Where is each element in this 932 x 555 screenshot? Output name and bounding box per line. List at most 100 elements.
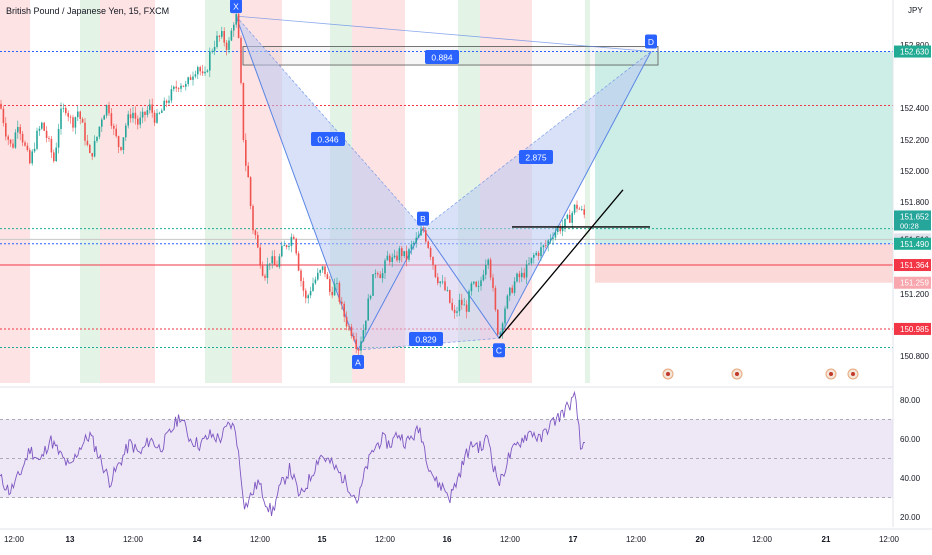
candle-body: [117, 136, 120, 148]
candle-body: [566, 214, 569, 219]
price-tag: 152.630: [900, 48, 929, 57]
candle-body: [557, 227, 559, 232]
pattern-overlay: X A B C D 0.346 0.884 2.875 0.829: [230, 0, 657, 370]
pattern-leg: [235, 15, 359, 351]
x-tick-label: 17: [569, 535, 578, 544]
harmonic-pattern: [235, 15, 652, 351]
candle-body: [146, 110, 149, 115]
candles: [0, 7, 585, 358]
candle-body: [98, 126, 101, 137]
candle-body: [317, 272, 319, 280]
candle-body: [384, 260, 386, 274]
session-band: [100, 0, 155, 383]
candle-body: [245, 139, 247, 166]
candle-body: [65, 107, 67, 114]
candle-body: [367, 298, 369, 321]
price-tag-bg: [894, 45, 931, 58]
candle-body: [24, 142, 26, 146]
candle-body: [302, 281, 305, 291]
candle-body: [266, 264, 269, 278]
event-flag-dot: [851, 372, 855, 376]
y-tick-label: 151.200: [900, 290, 929, 299]
candle-body: [297, 253, 300, 271]
candle-body: [389, 255, 391, 262]
candle-body: [477, 286, 480, 287]
candle-body: [156, 113, 158, 123]
candle-body: [19, 126, 21, 134]
candle-body: [185, 83, 187, 87]
candle-body: [319, 270, 321, 273]
x-tick-label: 12:00: [4, 535, 25, 544]
x-tick-label: 12:00: [375, 535, 396, 544]
candle-body: [139, 117, 141, 125]
candle-body: [254, 230, 257, 236]
candle-body: [230, 30, 233, 41]
ratio-badge-bg: [409, 332, 443, 346]
x-tick-label: 16: [443, 535, 452, 544]
ratio-badge: 2.875: [525, 153, 547, 163]
candle-body: [300, 270, 302, 282]
point-badge-a-bg: [352, 355, 364, 370]
candle-body: [408, 249, 410, 260]
candle-body: [108, 105, 110, 114]
rsi-pane: [0, 386, 932, 517]
candle-body: [559, 227, 561, 232]
candle-body: [26, 145, 29, 151]
price-tag-timer: 00:28: [900, 221, 919, 230]
candle-body: [473, 281, 475, 284]
candle-body: [158, 112, 161, 114]
candle-body: [326, 274, 329, 280]
candle-body: [475, 281, 477, 287]
candle-body: [530, 257, 533, 264]
price-tag-bg: [894, 276, 931, 289]
candle-body: [381, 273, 384, 279]
candle-body: [307, 295, 309, 299]
candle-body: [247, 165, 249, 178]
point-badge-c: C: [496, 346, 502, 356]
candle-body: [31, 151, 33, 164]
candle-body: [417, 235, 420, 238]
point-badge-b-bg: [417, 211, 429, 226]
pattern-ratio-line: [422, 51, 652, 229]
candle-body: [511, 287, 513, 293]
candle-body: [425, 230, 427, 242]
candle-body: [343, 303, 345, 317]
candle-body: [331, 291, 333, 296]
candle-body: [48, 138, 50, 139]
candle-body: [242, 82, 245, 140]
candle-body: [492, 277, 494, 288]
candle-body: [377, 273, 379, 275]
candle-body: [463, 304, 465, 306]
point-badge-c-bg: [493, 343, 505, 358]
candle-body: [125, 125, 127, 138]
candle-body: [189, 77, 192, 80]
candle-body: [525, 264, 528, 278]
candle-body: [151, 104, 153, 113]
candle-body: [345, 316, 348, 327]
candle-body: [194, 74, 197, 77]
candle-body: [545, 245, 547, 247]
candle-body: [144, 111, 146, 115]
x-tick-label: 12:00: [250, 535, 271, 544]
candle-body: [55, 147, 57, 162]
candle-body: [72, 117, 74, 128]
point-badge-d: D: [648, 37, 654, 47]
candle-body: [432, 256, 434, 266]
candle-body: [113, 125, 115, 129]
candle-body: [134, 112, 137, 119]
x-tick-label: 20: [696, 535, 705, 544]
candle-body: [77, 111, 79, 118]
candle-body: [293, 236, 295, 239]
candle-body: [369, 295, 372, 299]
candle-body: [290, 236, 293, 246]
candle-body: [12, 143, 14, 148]
candle-body: [261, 265, 264, 276]
target-zone: [595, 51, 893, 244]
rsi-tick-label: 20.00: [900, 513, 921, 522]
candle-body: [45, 130, 48, 139]
candle-body: [2, 108, 5, 124]
ratio-badge: 0.884: [431, 53, 453, 63]
candle-body: [576, 204, 578, 209]
